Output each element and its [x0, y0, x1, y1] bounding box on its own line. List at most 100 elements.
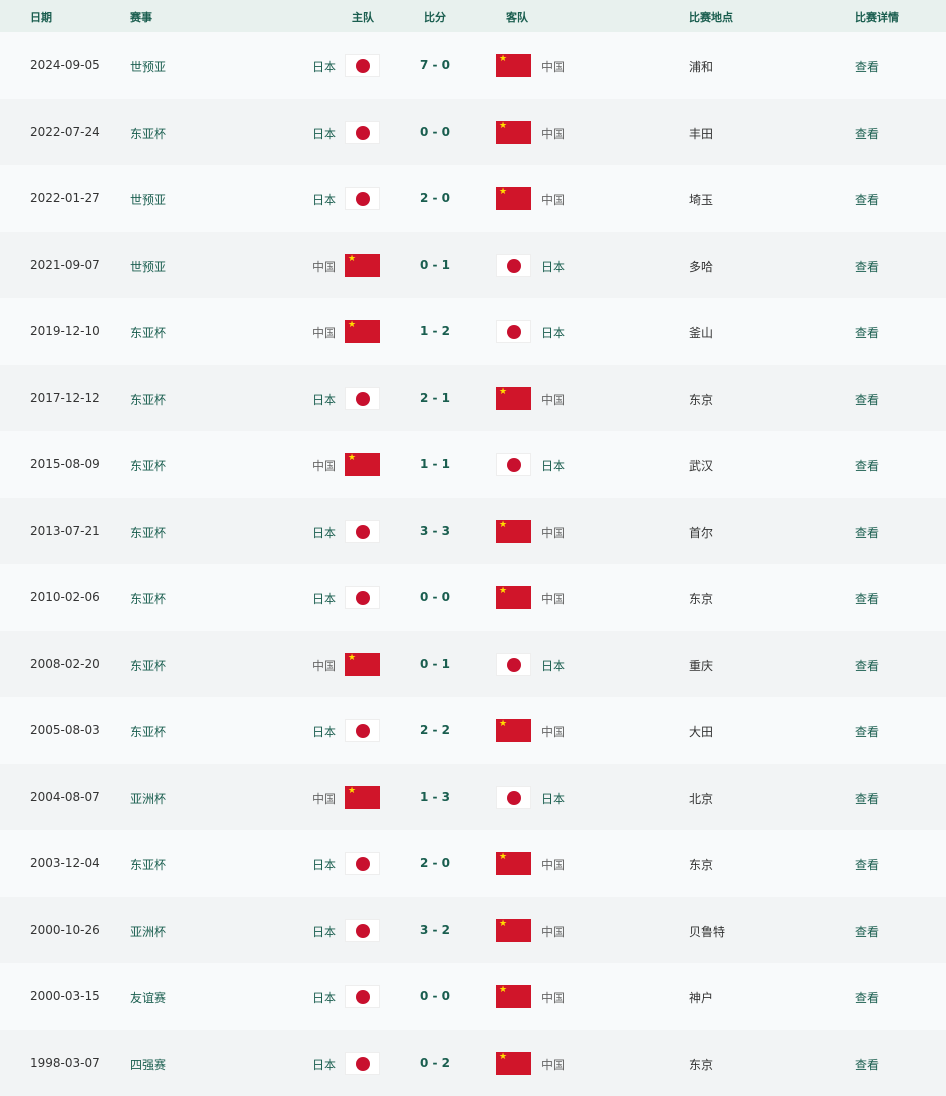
home-team[interactable]: 日本	[312, 923, 336, 940]
home-team[interactable]: 日本	[312, 723, 336, 740]
away-team[interactable]: 中国	[541, 191, 565, 208]
view-details-link[interactable]: 查看	[855, 125, 879, 142]
match-score: 1 - 1	[410, 457, 460, 471]
table-row: 2013-07-21 东亚杯 日本 3 - 3 中国 首尔 查看	[0, 498, 946, 565]
home-team[interactable]: 日本	[312, 590, 336, 607]
away-team[interactable]: 日本	[541, 457, 565, 474]
home-team[interactable]: 日本	[312, 191, 336, 208]
home-team[interactable]: 日本	[312, 1056, 336, 1073]
home-team[interactable]: 日本	[312, 58, 336, 75]
away-team[interactable]: 中国	[541, 391, 565, 408]
match-competition[interactable]: 四强赛	[130, 1056, 166, 1073]
match-competition[interactable]: 东亚杯	[130, 391, 166, 408]
match-venue: 神户	[689, 989, 713, 1006]
view-details-link[interactable]: 查看	[855, 457, 879, 474]
match-venue: 多哈	[689, 258, 713, 275]
home-team[interactable]: 中国	[312, 324, 336, 341]
match-competition[interactable]: 亚洲杯	[130, 923, 166, 940]
match-score: 0 - 0	[410, 590, 460, 604]
view-details-link[interactable]: 查看	[855, 790, 879, 807]
match-venue: 丰田	[689, 125, 713, 142]
header-away: 客队	[506, 9, 528, 25]
view-details-link[interactable]: 查看	[855, 657, 879, 674]
match-score: 1 - 3	[410, 790, 460, 804]
home-team[interactable]: 日本	[312, 989, 336, 1006]
view-details-link[interactable]: 查看	[855, 391, 879, 408]
match-competition[interactable]: 东亚杯	[130, 590, 166, 607]
away-team[interactable]: 日本	[541, 324, 565, 341]
match-competition[interactable]: 世预亚	[130, 258, 166, 275]
home-team[interactable]: 中国	[312, 657, 336, 674]
away-team[interactable]: 中国	[541, 856, 565, 873]
view-details-link[interactable]: 查看	[855, 856, 879, 873]
table-row: 2008-02-20 东亚杯 中国 0 - 1 日本 重庆 查看	[0, 631, 946, 698]
match-venue: 北京	[689, 790, 713, 807]
away-team[interactable]: 中国	[541, 923, 565, 940]
home-team[interactable]: 日本	[312, 125, 336, 142]
view-details-link[interactable]: 查看	[855, 258, 879, 275]
match-date: 2024-09-05	[30, 58, 100, 72]
china-flag-icon	[345, 254, 380, 277]
table-header: 日期 赛事 主队 比分 客队 比赛地点 比赛详情	[0, 0, 946, 32]
away-team[interactable]: 中国	[541, 989, 565, 1006]
view-details-link[interactable]: 查看	[855, 590, 879, 607]
match-score: 2 - 2	[410, 723, 460, 737]
japan-flag-icon	[496, 254, 531, 277]
away-team[interactable]: 日本	[541, 657, 565, 674]
view-details-link[interactable]: 查看	[855, 324, 879, 341]
match-competition[interactable]: 东亚杯	[130, 723, 166, 740]
table-row: 2015-08-09 东亚杯 中国 1 - 1 日本 武汉 查看	[0, 431, 946, 498]
japan-flag-icon	[345, 586, 380, 609]
match-competition[interactable]: 东亚杯	[130, 856, 166, 873]
match-competition[interactable]: 友谊赛	[130, 989, 166, 1006]
home-team[interactable]: 日本	[312, 524, 336, 541]
match-date: 2008-02-20	[30, 657, 100, 671]
view-details-link[interactable]: 查看	[855, 723, 879, 740]
match-competition[interactable]: 东亚杯	[130, 524, 166, 541]
match-competition[interactable]: 世预亚	[130, 58, 166, 75]
match-venue: 大田	[689, 723, 713, 740]
match-competition[interactable]: 东亚杯	[130, 457, 166, 474]
away-team[interactable]: 中国	[541, 125, 565, 142]
match-competition[interactable]: 东亚杯	[130, 324, 166, 341]
china-flag-icon	[496, 586, 531, 609]
view-details-link[interactable]: 查看	[855, 1056, 879, 1073]
match-score: 1 - 2	[410, 324, 460, 338]
match-score: 3 - 3	[410, 524, 460, 538]
match-competition[interactable]: 东亚杯	[130, 657, 166, 674]
china-flag-icon	[496, 852, 531, 875]
view-details-link[interactable]: 查看	[855, 191, 879, 208]
view-details-link[interactable]: 查看	[855, 524, 879, 541]
away-team[interactable]: 中国	[541, 1056, 565, 1073]
home-team[interactable]: 中国	[312, 258, 336, 275]
away-team[interactable]: 日本	[541, 258, 565, 275]
match-score: 3 - 2	[410, 923, 460, 937]
home-team[interactable]: 日本	[312, 856, 336, 873]
view-details-link[interactable]: 查看	[855, 923, 879, 940]
match-venue: 贝鲁特	[689, 923, 725, 940]
header-venue: 比赛地点	[689, 9, 733, 25]
japan-flag-icon	[496, 653, 531, 676]
home-team[interactable]: 中国	[312, 457, 336, 474]
away-team[interactable]: 中国	[541, 58, 565, 75]
match-competition[interactable]: 亚洲杯	[130, 790, 166, 807]
match-date: 2015-08-09	[30, 457, 100, 471]
away-team[interactable]: 中国	[541, 723, 565, 740]
china-flag-icon	[345, 320, 380, 343]
view-details-link[interactable]: 查看	[855, 989, 879, 1006]
japan-flag-icon	[345, 1052, 380, 1075]
header-date: 日期	[30, 9, 52, 25]
home-team[interactable]: 中国	[312, 790, 336, 807]
away-team[interactable]: 中国	[541, 524, 565, 541]
home-team[interactable]: 日本	[312, 391, 336, 408]
match-score: 0 - 0	[410, 125, 460, 139]
match-competition[interactable]: 东亚杯	[130, 125, 166, 142]
match-competition[interactable]: 世预亚	[130, 191, 166, 208]
away-team[interactable]: 中国	[541, 590, 565, 607]
table-row: 2024-09-05 世预亚 日本 7 - 0 中国 浦和 查看	[0, 32, 946, 99]
view-details-link[interactable]: 查看	[855, 58, 879, 75]
header-details: 比赛详情	[855, 9, 899, 25]
table-row: 2022-01-27 世预亚 日本 2 - 0 中国 埼玉 查看	[0, 165, 946, 232]
table-row: 2010-02-06 东亚杯 日本 0 - 0 中国 东京 查看	[0, 564, 946, 631]
away-team[interactable]: 日本	[541, 790, 565, 807]
